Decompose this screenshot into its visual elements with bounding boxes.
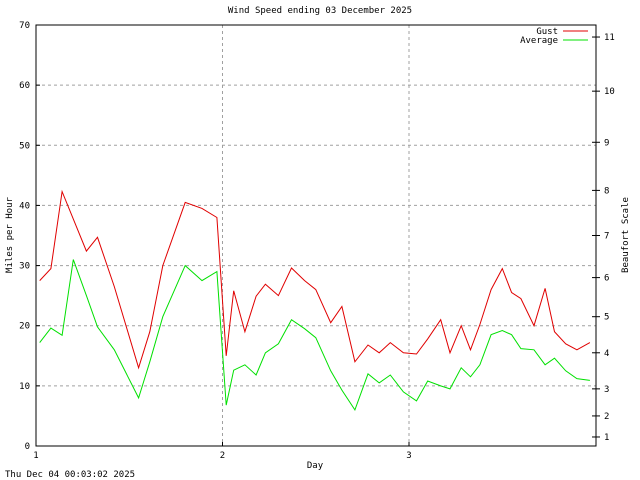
y2-tick-label: 6 <box>604 274 609 284</box>
plot-frame <box>35 24 597 447</box>
y2-tick-label: 10 <box>604 87 615 97</box>
y2-tick-label: 1 <box>604 433 609 443</box>
timestamp-footer: Thu Dec 04 00:03:02 2025 <box>5 470 136 480</box>
y2-tick-label: 3 <box>604 385 609 395</box>
y-tick-label: 30 <box>19 262 30 272</box>
y2-tick-label: 7 <box>604 232 609 242</box>
x-axis-label: Day <box>306 461 324 471</box>
legend-gust-label: Gust <box>536 27 558 37</box>
y2-axis-label: Beaufort Scale <box>621 197 631 273</box>
y-tick-label: 40 <box>19 201 30 211</box>
y-tick-label: 10 <box>19 382 30 392</box>
y-tick-label: 60 <box>19 81 30 91</box>
y-axis-label: Miles per Hour <box>5 197 15 273</box>
series-line-gust <box>39 189 591 370</box>
y2-tick-label: 5 <box>604 313 609 323</box>
y-tick-label: 70 <box>19 21 30 31</box>
y2-tick-label: 11 <box>604 33 615 43</box>
y2-tick-label: 2 <box>604 412 609 422</box>
x-tick-label: 3 <box>406 451 411 461</box>
x-tick-label: 1 <box>33 451 38 461</box>
x-tick-label: 2 <box>220 451 225 461</box>
y2-tick-label: 4 <box>604 349 609 359</box>
chart-title: Wind Speed ending 03 December 2025 <box>227 6 413 16</box>
legend-average-label: Average <box>520 36 558 46</box>
series-line-average <box>39 259 590 412</box>
legend-gust: Gust <box>536 27 558 37</box>
y-tick-label: 50 <box>19 141 30 151</box>
y-tick-label: 20 <box>19 322 30 332</box>
y-tick-label: 0 <box>25 442 30 452</box>
y2-tick-label: 8 <box>604 186 609 196</box>
legend-average: Average <box>520 36 558 46</box>
y2-tick-label: 9 <box>604 138 609 148</box>
